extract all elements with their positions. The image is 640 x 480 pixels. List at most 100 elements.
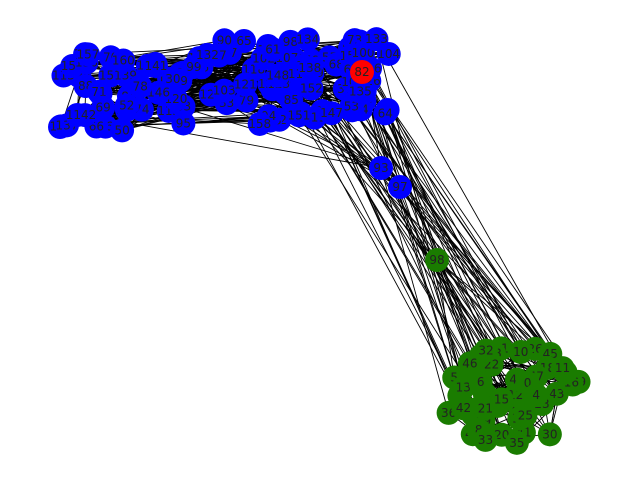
graph-edge	[384, 113, 563, 369]
graph-node: 25	[513, 403, 538, 428]
graph-node: 151	[286, 103, 311, 128]
node-circle	[489, 387, 514, 412]
node-label: 61	[265, 42, 280, 56]
graph-edge	[361, 71, 464, 409]
node-label: 42	[456, 401, 471, 415]
node-label: 35	[509, 436, 524, 450]
node-circle	[297, 56, 322, 81]
node-label: 65	[236, 34, 251, 48]
node-label: 141	[145, 59, 168, 73]
graph-node: 69	[91, 95, 116, 120]
node-label: 50	[114, 123, 129, 137]
graph-node: 141	[143, 54, 168, 79]
node-label: 98	[429, 253, 444, 267]
graph-edge	[331, 112, 495, 354]
node-circle	[260, 37, 285, 62]
node-circle	[111, 48, 136, 73]
node-circle	[388, 175, 412, 199]
node-circle	[265, 63, 290, 88]
node-label: 98	[283, 35, 298, 49]
node-label: 138	[298, 61, 321, 75]
graph-node: 142	[72, 103, 97, 128]
node-label: 10	[513, 345, 528, 359]
node-circle	[128, 74, 153, 99]
graph-node: 30	[537, 422, 562, 447]
node-label: 13	[456, 381, 471, 395]
node-circle	[473, 427, 498, 452]
graph-node: 52	[114, 93, 139, 118]
node-label: 64	[378, 106, 393, 120]
node-label: 46	[462, 356, 477, 370]
graph-edge	[300, 83, 460, 396]
graph-node: 147	[319, 101, 344, 126]
node-circle	[212, 78, 237, 103]
node-label: 121	[234, 78, 257, 92]
node-label: 43	[549, 387, 564, 401]
node-circle	[110, 118, 135, 143]
graph-edge	[300, 83, 482, 383]
graph-node: 11	[550, 356, 575, 381]
graph-edge	[361, 71, 476, 410]
graph-node: 32	[474, 338, 499, 363]
node-circle	[348, 79, 373, 104]
node-label: 53	[344, 100, 359, 114]
node-circle	[146, 80, 171, 105]
node-circle	[457, 351, 482, 376]
node-circle	[524, 383, 549, 408]
node-circle	[75, 42, 100, 67]
graph-edge	[387, 109, 495, 354]
node-label: 21	[478, 401, 493, 415]
node-label: 85	[284, 93, 299, 107]
node-label: 132	[196, 48, 219, 62]
node-circle	[513, 403, 538, 428]
node-label: 160	[112, 54, 135, 68]
node-label: 133	[365, 32, 388, 46]
node-label: 52	[119, 99, 134, 113]
graph-edge	[358, 73, 464, 409]
node-label: 32	[478, 344, 493, 358]
graph-node: 50	[110, 118, 135, 143]
graph-edge	[380, 167, 536, 350]
node-label: 142	[73, 108, 96, 122]
node-label: 95	[176, 116, 191, 130]
node-label: 103	[213, 84, 236, 98]
node-circle	[474, 338, 499, 363]
node-circle	[143, 54, 168, 79]
graph-node: 160	[111, 48, 136, 73]
graph-node: 95	[171, 111, 196, 136]
graph-node: 146	[146, 80, 171, 105]
graph-node: 97	[388, 175, 412, 199]
node-label: 147	[320, 106, 343, 120]
node-label: 104	[377, 47, 400, 61]
node-circle	[350, 60, 374, 84]
graph-node: 82	[350, 60, 374, 84]
node-circle	[373, 101, 398, 126]
node-label: 82	[354, 65, 369, 79]
node-layer: 6575929113113611212793971155639858865115…	[48, 27, 591, 455]
graph-node: 98	[425, 248, 449, 272]
node-circle	[72, 103, 97, 128]
graph-node: 61	[260, 37, 285, 62]
node-label: 30	[542, 427, 557, 441]
node-label: 20	[494, 428, 509, 442]
node-label: 15	[494, 392, 509, 406]
node-label: 69	[96, 101, 111, 115]
node-label: 71	[91, 85, 106, 99]
graph-node: 158	[247, 111, 272, 136]
node-circle	[295, 27, 320, 52]
node-label: 134	[296, 32, 319, 46]
graph-node: 157	[75, 42, 100, 67]
node-label: 78	[133, 79, 148, 93]
graph-node: 42	[451, 396, 476, 421]
node-circle	[171, 111, 196, 136]
graph-node: 148	[265, 63, 290, 88]
node-label: 97	[392, 180, 407, 194]
node-circle	[299, 76, 324, 101]
graph-node: 93	[369, 156, 393, 180]
node-circle	[364, 27, 389, 52]
graph-edge	[84, 114, 382, 169]
node-circle	[537, 422, 562, 447]
graph-node: 46	[457, 351, 482, 376]
node-label: 93	[373, 161, 388, 175]
